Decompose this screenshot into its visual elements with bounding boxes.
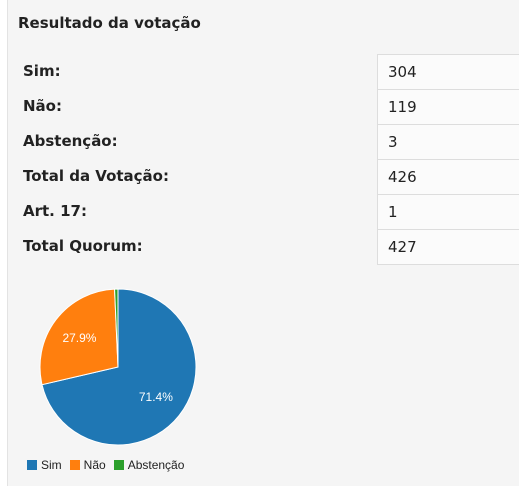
result-label: Total da Votação: [23,167,169,185]
chart-legend: Sim Não Abstenção [27,458,192,472]
vote-pie-chart: 71.4% 27.9% [39,288,197,446]
result-value-cell: 119 [377,89,519,124]
pie-slice-sim [41,288,197,446]
legend-item-sim[interactable]: Sim [27,458,62,472]
result-row-sim: Sim: 304 [23,54,519,89]
legend-item-não[interactable]: Não [69,458,106,472]
result-value-cell: 304 [377,54,519,89]
legend-label: Sim [41,458,62,472]
results-table: Sim: 304 Não: 119 Abstenção: 3 Total da … [23,54,519,265]
pie-slice-label: 27.9% [62,331,96,345]
result-label: Sim: [23,62,61,80]
result-row-art17: Art. 17: 1 [23,194,519,229]
result-row-nao: Não: 119 [23,89,519,124]
result-value: 426 [388,168,417,186]
result-value: 1 [388,203,398,221]
result-label: Não: [23,97,62,115]
pie-slice-label: 71.4% [139,390,173,404]
legend-swatch [113,460,124,470]
result-row-abstencao: Abstenção: 3 [23,124,519,159]
legend-item-abstenção[interactable]: Abstenção [113,458,185,472]
result-value: 119 [388,98,417,116]
result-label: Total Quorum: [23,237,143,255]
pie-slice-abstenção [114,288,119,368]
legend-label: Não [83,458,106,472]
pie-slice-não [39,288,119,386]
result-value: 427 [388,238,417,256]
result-value-cell: 3 [377,124,519,159]
result-label: Abstenção: [23,132,118,150]
result-value-cell: 1 [377,194,519,229]
result-value-cell: 426 [377,159,519,194]
result-row-total-votacao: Total da Votação: 426 [23,159,519,194]
result-row-total-quorum: Total Quorum: 427 [23,229,519,265]
legend-label: Abstenção [127,458,185,472]
panel-title: Resultado da votação [18,14,201,32]
legend-swatch [27,460,37,470]
result-value: 304 [388,63,417,81]
result-value: 3 [388,133,398,151]
legend-swatch [69,460,80,470]
result-value-cell: 427 [377,229,519,265]
result-label: Art. 17: [23,202,87,220]
